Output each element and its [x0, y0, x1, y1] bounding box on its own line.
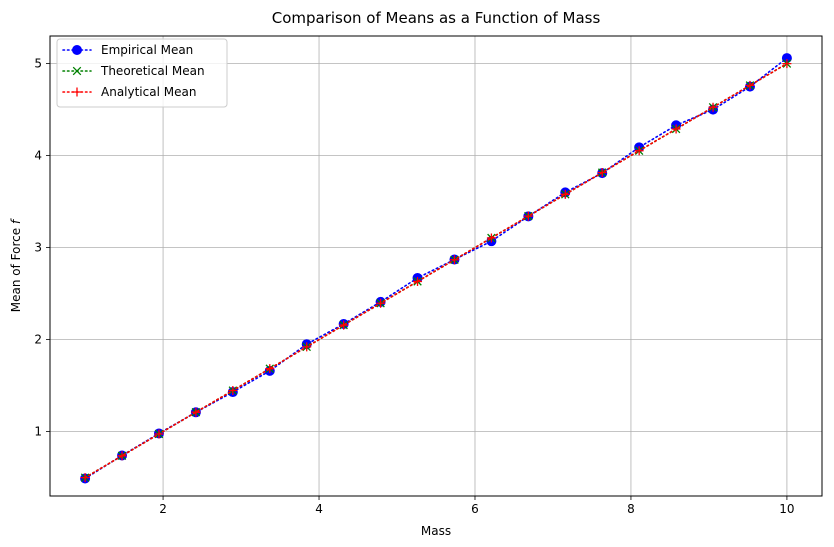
- data-point: [782, 59, 792, 69]
- data-point: [339, 320, 349, 330]
- legend-marker: [72, 66, 82, 76]
- data-point: [708, 102, 718, 112]
- chart-title: Comparison of Means as a Function of Mas…: [272, 9, 601, 27]
- data-point: [228, 385, 238, 395]
- data-point: [80, 473, 90, 483]
- x-tick-label: 4: [315, 502, 323, 516]
- y-tick-label: 4: [34, 149, 42, 163]
- data-point: [449, 255, 459, 265]
- legend-marker: [72, 45, 82, 55]
- y-tick-label: 5: [34, 57, 42, 71]
- data-point: [117, 451, 127, 461]
- legend-label: Analytical Mean: [101, 85, 196, 99]
- x-tick-label: 2: [159, 502, 167, 516]
- legend: Empirical Mean Theoretical Mean Analytical…: [56, 38, 228, 108]
- data-point: [265, 364, 275, 374]
- data-point: [634, 146, 644, 156]
- y-tick-label: 1: [34, 425, 42, 439]
- data-point: [745, 80, 755, 90]
- x-tick-label: 8: [627, 502, 635, 516]
- legend-box: [56, 38, 228, 108]
- data-point: [523, 211, 533, 221]
- data-point: [413, 276, 423, 286]
- series-analytical-mean: [80, 59, 792, 483]
- plot-frame: [49, 35, 823, 497]
- data-point: [191, 407, 201, 417]
- data-point: [376, 298, 386, 308]
- series-line: [84, 62, 788, 479]
- x-axis-label: Mass: [421, 524, 451, 538]
- legend-label: Theoretical Mean: [100, 64, 205, 78]
- y-axis-label: Mean of Force f: [9, 218, 23, 312]
- data-point: [302, 342, 312, 352]
- y-tick-label: 2: [34, 333, 42, 347]
- series-layer: [80, 53, 792, 484]
- grid: [50, 36, 822, 496]
- data-point: [597, 168, 607, 178]
- data-point: [560, 189, 570, 199]
- data-point: [154, 429, 164, 439]
- data-point: [486, 233, 496, 243]
- data-point: [671, 124, 681, 134]
- legend-label: Empirical Mean: [101, 43, 193, 57]
- series-theoretical-mean: [80, 59, 792, 482]
- x-tick-label: 10: [779, 502, 794, 516]
- x-tick-label: 6: [471, 502, 479, 516]
- y-tick-label: 3: [34, 241, 42, 255]
- legend-marker: [72, 87, 82, 97]
- series-empirical-mean: [80, 53, 792, 484]
